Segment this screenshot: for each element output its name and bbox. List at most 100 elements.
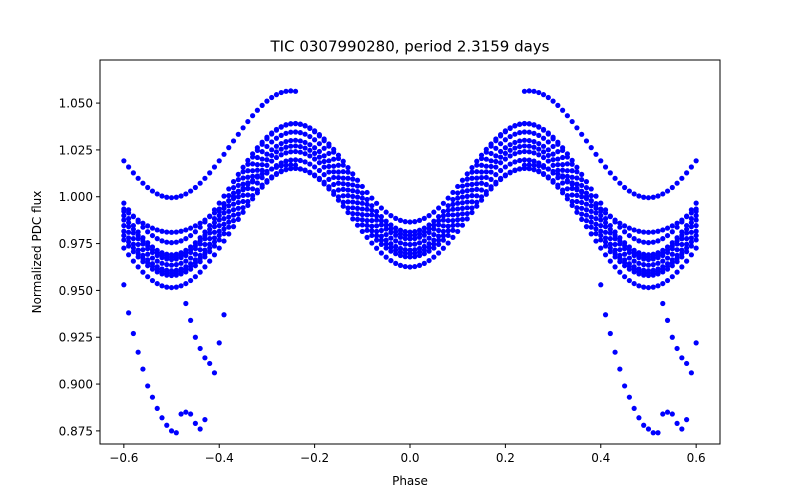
data-point [288, 143, 294, 149]
data-point [335, 175, 342, 181]
data-point [240, 205, 246, 211]
data-point [168, 195, 175, 201]
data-point [211, 210, 218, 216]
data-point [245, 118, 251, 125]
data-point [297, 130, 303, 136]
data-point [660, 258, 666, 264]
data-point [364, 222, 370, 229]
data-point [459, 194, 466, 200]
data-point [359, 195, 365, 201]
data-point [331, 169, 337, 175]
data-point [388, 222, 394, 228]
data-point [207, 241, 213, 247]
data-point [645, 284, 652, 291]
data-point [178, 283, 184, 289]
data-point [469, 175, 475, 181]
data-point [326, 141, 332, 147]
data-point [312, 137, 318, 143]
data-point [407, 229, 413, 235]
data-point [688, 243, 694, 249]
data-point [641, 272, 647, 278]
data-point [374, 200, 380, 206]
data-point [316, 148, 322, 155]
data-point [126, 239, 132, 245]
data-point [579, 177, 585, 183]
data-point [612, 349, 618, 355]
data-point [230, 207, 237, 213]
data-point [631, 236, 637, 242]
data-point [278, 124, 284, 130]
data-point [498, 132, 504, 138]
data-point [574, 181, 580, 187]
data-point [245, 185, 251, 192]
data-point [216, 232, 222, 239]
data-point [240, 185, 246, 191]
data-point [192, 274, 198, 280]
data-point [140, 269, 146, 275]
data-point [593, 221, 599, 227]
data-point [436, 233, 442, 239]
data-point [455, 195, 461, 201]
data-point [145, 240, 151, 246]
data-point [340, 203, 346, 209]
data-point [183, 280, 189, 287]
data-point [688, 210, 694, 216]
data-point [264, 157, 270, 163]
data-point [483, 169, 489, 175]
data-point [283, 162, 289, 168]
data-point [636, 238, 642, 244]
data-point [288, 121, 294, 127]
data-point [188, 255, 194, 261]
data-point [345, 205, 351, 211]
data-point [121, 245, 127, 251]
data-point [359, 211, 365, 218]
data-point [340, 181, 346, 187]
data-point [302, 167, 308, 174]
data-point [273, 154, 280, 161]
data-point [626, 394, 632, 400]
data-point [211, 229, 218, 235]
data-point [188, 317, 194, 323]
data-point [593, 202, 599, 208]
data-point [331, 146, 337, 152]
data-point [226, 203, 232, 209]
data-point [226, 198, 232, 204]
data-point [173, 194, 179, 200]
data-point [684, 417, 690, 423]
data-point [684, 226, 690, 232]
data-point [245, 198, 251, 205]
data-point [579, 211, 585, 217]
data-point [312, 164, 318, 170]
data-point [583, 185, 590, 191]
data-point [221, 238, 227, 244]
data-point [159, 271, 165, 277]
data-point [545, 175, 551, 181]
data-point [569, 168, 575, 174]
data-point [502, 145, 508, 151]
data-point [393, 229, 399, 235]
data-point [178, 271, 184, 277]
data-point [679, 175, 685, 181]
data-point [412, 229, 418, 235]
data-point [149, 255, 156, 261]
data-point [636, 193, 642, 199]
data-point [440, 228, 446, 235]
data-point [354, 222, 361, 228]
data-point [440, 245, 446, 251]
data-point [164, 272, 170, 278]
data-point [192, 263, 198, 269]
data-point [607, 170, 613, 176]
data-point [583, 207, 590, 213]
data-point [660, 269, 666, 275]
x-tick-label: 0.2 [496, 451, 515, 465]
data-point [340, 175, 346, 181]
data-point [364, 217, 370, 224]
data-point [226, 193, 232, 199]
data-point [297, 149, 303, 155]
data-point [192, 251, 198, 257]
data-point [168, 284, 175, 291]
data-point [612, 217, 618, 223]
data-point [660, 191, 666, 197]
data-point [602, 252, 609, 258]
data-point [450, 227, 456, 233]
